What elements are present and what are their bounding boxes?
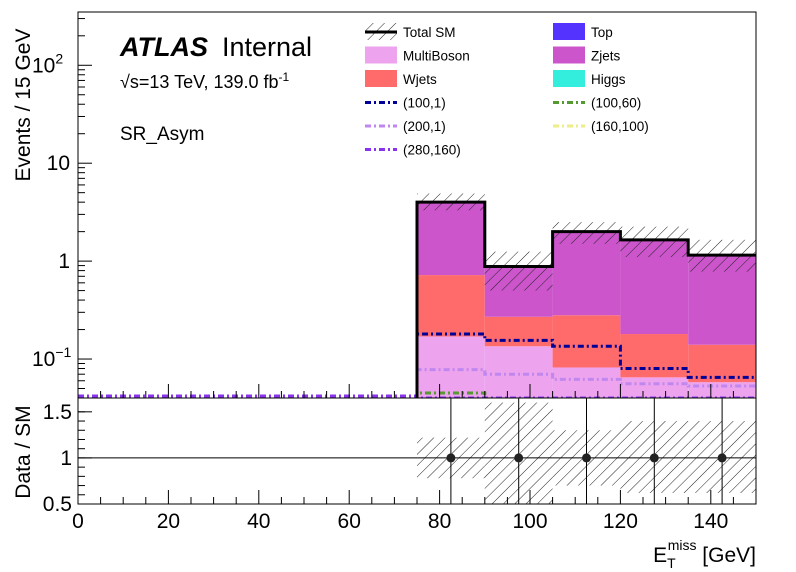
x-tick-label-0: 0	[72, 510, 84, 533]
energy-lumi-label: √s=13 TeV, 139.0 fb-1	[120, 70, 290, 92]
stack-layer	[417, 202, 756, 398]
x-axis-label: ETmiss [GeV]	[653, 537, 756, 571]
legend-label-4-0: (200,1)	[403, 119, 446, 134]
main-y-tick-label-3: 102	[32, 50, 63, 77]
lumi-exponent: -1	[279, 70, 290, 84]
legend-label-4-1: (160,100)	[591, 119, 649, 134]
main-y-axis-label: Events / 15 GeV	[12, 29, 35, 182]
bar-multiboson-3	[620, 377, 689, 398]
x-tick-label-1: 20	[157, 510, 180, 533]
atlas-status: Internal	[222, 32, 312, 62]
x-axis-label-main: E	[653, 544, 667, 567]
bar-multiboson-2	[552, 367, 621, 398]
legend-label-3-0: (100,1)	[403, 96, 446, 111]
ratio-point-2	[582, 453, 591, 463]
ratio-point-4	[717, 453, 727, 463]
main-y-tick-label-2: 10	[47, 152, 70, 175]
x-axis-label-sub: T	[667, 555, 676, 571]
legend-swatch-0-1	[553, 23, 585, 40]
uncertainty-band-3	[620, 226, 689, 258]
ratio-point-1	[514, 453, 524, 463]
energy-lumi-text: =13 TeV, 139.0 fb	[139, 72, 279, 92]
total-sm-layer	[415, 200, 756, 398]
bar-wjets-0	[417, 275, 485, 337]
bar-zjets-0	[417, 202, 485, 276]
legend: Total SM Top MultiBoson Zjets Wjets Higgs (100…	[365, 23, 649, 158]
ratio-frame	[77, 397, 757, 505]
ratio-points	[446, 398, 727, 504]
region-label: SR_Asym	[120, 124, 204, 145]
x-tick-label-2: 40	[247, 510, 270, 533]
legend-label-5-0: (280,160)	[403, 143, 461, 158]
x-ticks: 0 20 40 60 80 100 120 140	[72, 384, 734, 533]
bar-zjets-2	[552, 231, 621, 316]
total-sm-line	[415, 200, 756, 398]
legend-swatch-2-0	[365, 70, 397, 87]
ratio-panel: 0.5 1 1.5 0 20 40 60 80 100 120 140 Data / SM ETm…	[12, 384, 757, 571]
legend-swatch-2-1	[553, 70, 585, 87]
x-tick-label-5: 100	[512, 510, 547, 533]
main-y-tick-exponent-0: −1	[55, 344, 71, 360]
bar-multiboson-0	[417, 336, 485, 398]
x-axis-label-unit: [GeV]	[696, 544, 756, 567]
main-y-tick-label-0: 10−1	[32, 344, 72, 371]
legend-label-0-1: Top	[591, 25, 613, 40]
ratio-y-axis-label: Data / SM	[12, 405, 35, 498]
legend-label-1-1: Zjets	[591, 49, 621, 64]
ratio-y-tick-label-1: 1	[60, 447, 72, 470]
ratio-point-3	[649, 453, 659, 463]
legend-swatch-1-0	[365, 46, 397, 64]
x-tick-label-3: 60	[338, 510, 361, 533]
sqrt-s: √s	[120, 72, 139, 92]
ratio-y-tick-label-2: 1.5	[43, 401, 72, 424]
atlas-label: ATLAS	[119, 32, 208, 62]
legend-label-3-1: (100,60)	[591, 96, 641, 111]
legend-label-0-0: Total SM	[403, 25, 456, 40]
main-y-tick-label-1: 1	[58, 250, 70, 273]
legend-swatch-1-1	[553, 46, 585, 64]
main-y-tick-exponent-3: 2	[55, 50, 63, 66]
ratio-y-ticks: 0.5 1 1.5	[43, 401, 92, 516]
x-tick-label-7: 140	[693, 510, 728, 533]
bar-multiboson-1	[484, 346, 553, 398]
x-tick-label-6: 120	[603, 510, 638, 533]
x-axis-label-sup: miss	[668, 537, 697, 553]
bar-wjets-2	[552, 315, 621, 368]
uncertainty-band-1	[484, 251, 553, 291]
legend-label-2-0: Wjets	[403, 72, 437, 87]
ratio-point-0	[446, 453, 456, 463]
ratio-y-tick-label-0: 0.5	[43, 493, 72, 516]
legend-label-1-0: MultiBoson	[403, 49, 470, 64]
bar-wjets-3	[620, 334, 689, 378]
x-tick-label-4: 80	[428, 510, 451, 533]
main-panel: 10−1 1 10 102 Events / 15 GeV ATLAS Interna…	[12, 11, 757, 399]
legend-label-2-1: Higgs	[591, 72, 626, 87]
